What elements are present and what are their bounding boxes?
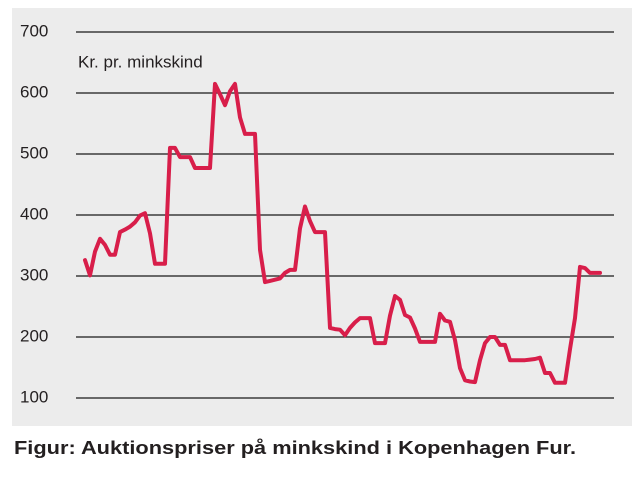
caption: Figur: Auktionspriser på minkskind i Kop… <box>14 438 576 458</box>
y-tick-label: 300 <box>20 265 48 284</box>
y-tick-label: 500 <box>20 143 48 162</box>
y-tick-label: 700 <box>20 21 48 40</box>
y-tick-label: 100 <box>20 387 48 406</box>
annotation: Kr. pr. minkskind <box>78 52 203 71</box>
y-tick-label: 400 <box>20 204 48 223</box>
y-tick-label: 200 <box>20 326 48 345</box>
price-line <box>83 81 602 385</box>
plot-background <box>12 8 632 426</box>
y-tick-label: 600 <box>20 82 48 101</box>
